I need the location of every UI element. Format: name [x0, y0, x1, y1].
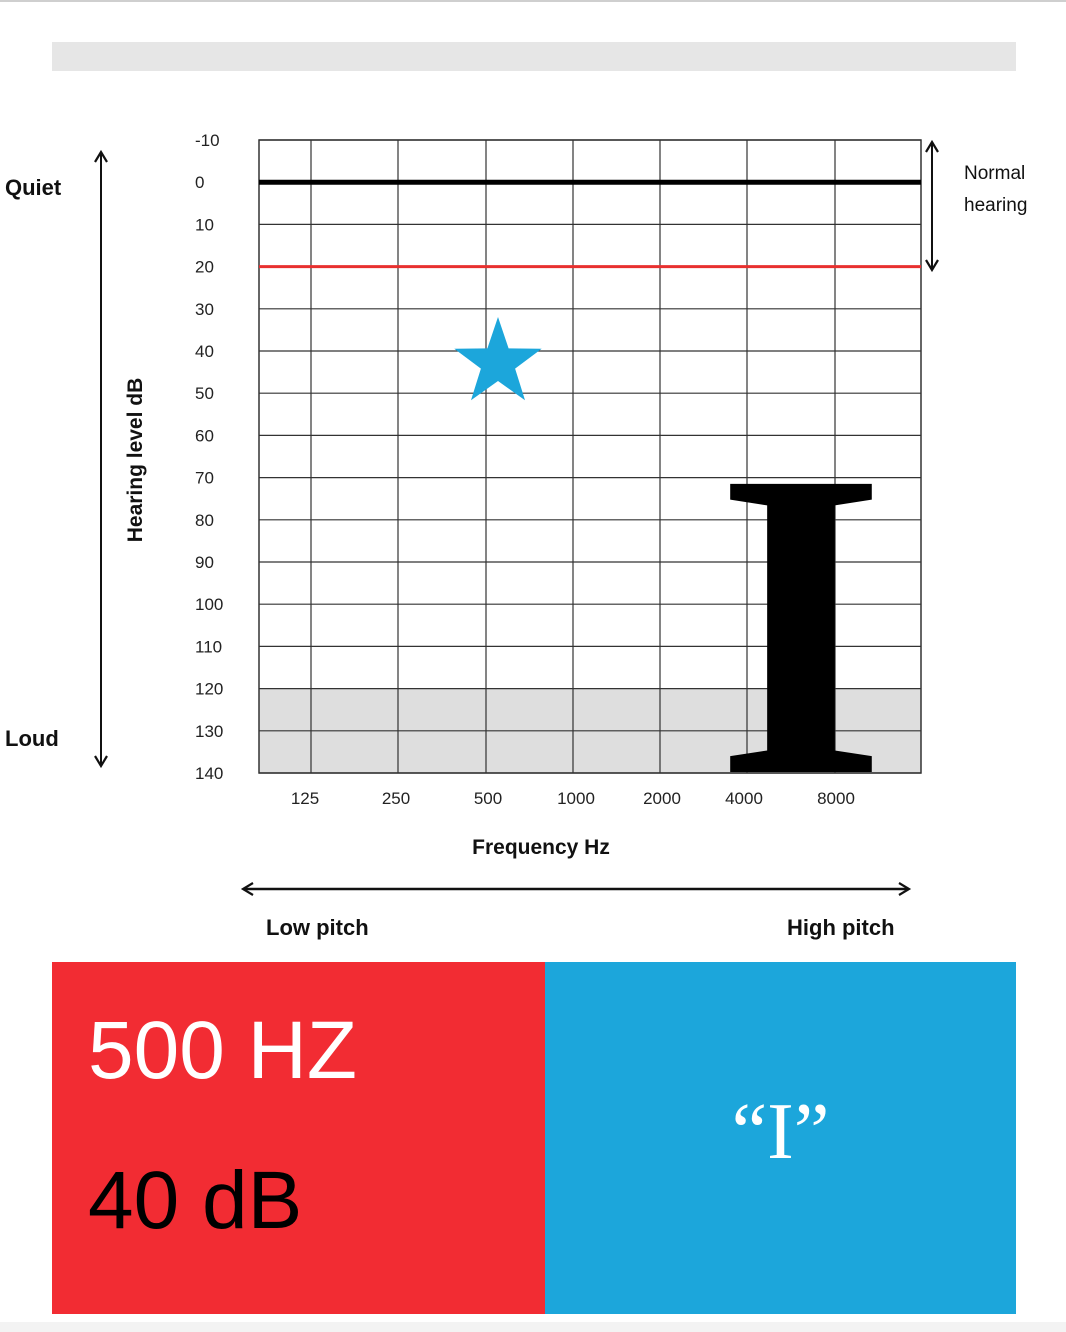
normal-hearing-label-line1: Normal [964, 163, 1025, 184]
level-value: 40 dB [88, 1155, 303, 1246]
y-tick-label: 120 [195, 680, 223, 699]
x-tick-label: 4000 [725, 789, 763, 808]
y-tick-label: 60 [195, 426, 214, 445]
y-tick-labels: -10 0 10 20 30 40 50 60 70 80 90 100 110 120 130 140 [195, 131, 223, 783]
y-tick-label: 30 [195, 300, 214, 319]
frequency-level-panel: 500 HZ 40 dB [52, 962, 545, 1314]
x-tick-label: 1000 [557, 789, 595, 808]
x-tick-label: 8000 [817, 789, 855, 808]
y-tick-label: 110 [195, 637, 222, 656]
bottom-border [0, 1322, 1066, 1332]
star-marker [454, 317, 542, 401]
top-border [0, 0, 1066, 2]
y-tick-label: 90 [195, 553, 214, 572]
y-tick-label: 40 [195, 342, 214, 361]
x-tick-label: 250 [382, 789, 410, 808]
plot-grid [258, 139, 922, 774]
y-axis-label: Hearing level dB [124, 378, 147, 543]
low-pitch-label: Low pitch [266, 915, 369, 940]
y-tick-label: 100 [195, 595, 223, 614]
y-tick-label: 0 [195, 173, 204, 192]
audiogram-chart: -10 0 10 20 30 40 50 60 70 80 90 100 110 120 130 140 12… [5, 131, 1027, 940]
header-bar [52, 42, 1016, 71]
plot-frame [258, 139, 922, 774]
y-tick-label: -10 [195, 131, 220, 150]
normal-hearing-label-line2: hearing [964, 195, 1027, 216]
high-pitch-label: High pitch [787, 915, 895, 940]
y-tick-label: 20 [195, 258, 214, 277]
sound-value: “I” [731, 1088, 830, 1176]
quiet-label: Quiet [5, 175, 62, 200]
x-tick-labels: 125 250 500 1000 2000 4000 8000 [291, 789, 855, 808]
x-tick-label: 125 [291, 789, 319, 808]
y-tick-label: 130 [195, 722, 223, 741]
x-tick-label: 2000 [643, 789, 681, 808]
y-tick-label: 10 [195, 215, 214, 234]
y-tick-label: 50 [195, 384, 214, 403]
y-tick-label: 140 [195, 764, 223, 783]
sound-panel: “I” [545, 962, 1016, 1314]
loud-label: Loud [5, 726, 59, 751]
marker-layer [454, 317, 542, 401]
y-tick-label: 80 [195, 511, 214, 530]
y-tick-label: 70 [195, 469, 214, 488]
x-tick-label: 500 [474, 789, 502, 808]
x-axis-label: Frequency Hz [472, 836, 610, 859]
large-letter: I [715, 381, 886, 868]
frequency-value: 500 HZ [88, 1005, 357, 1096]
